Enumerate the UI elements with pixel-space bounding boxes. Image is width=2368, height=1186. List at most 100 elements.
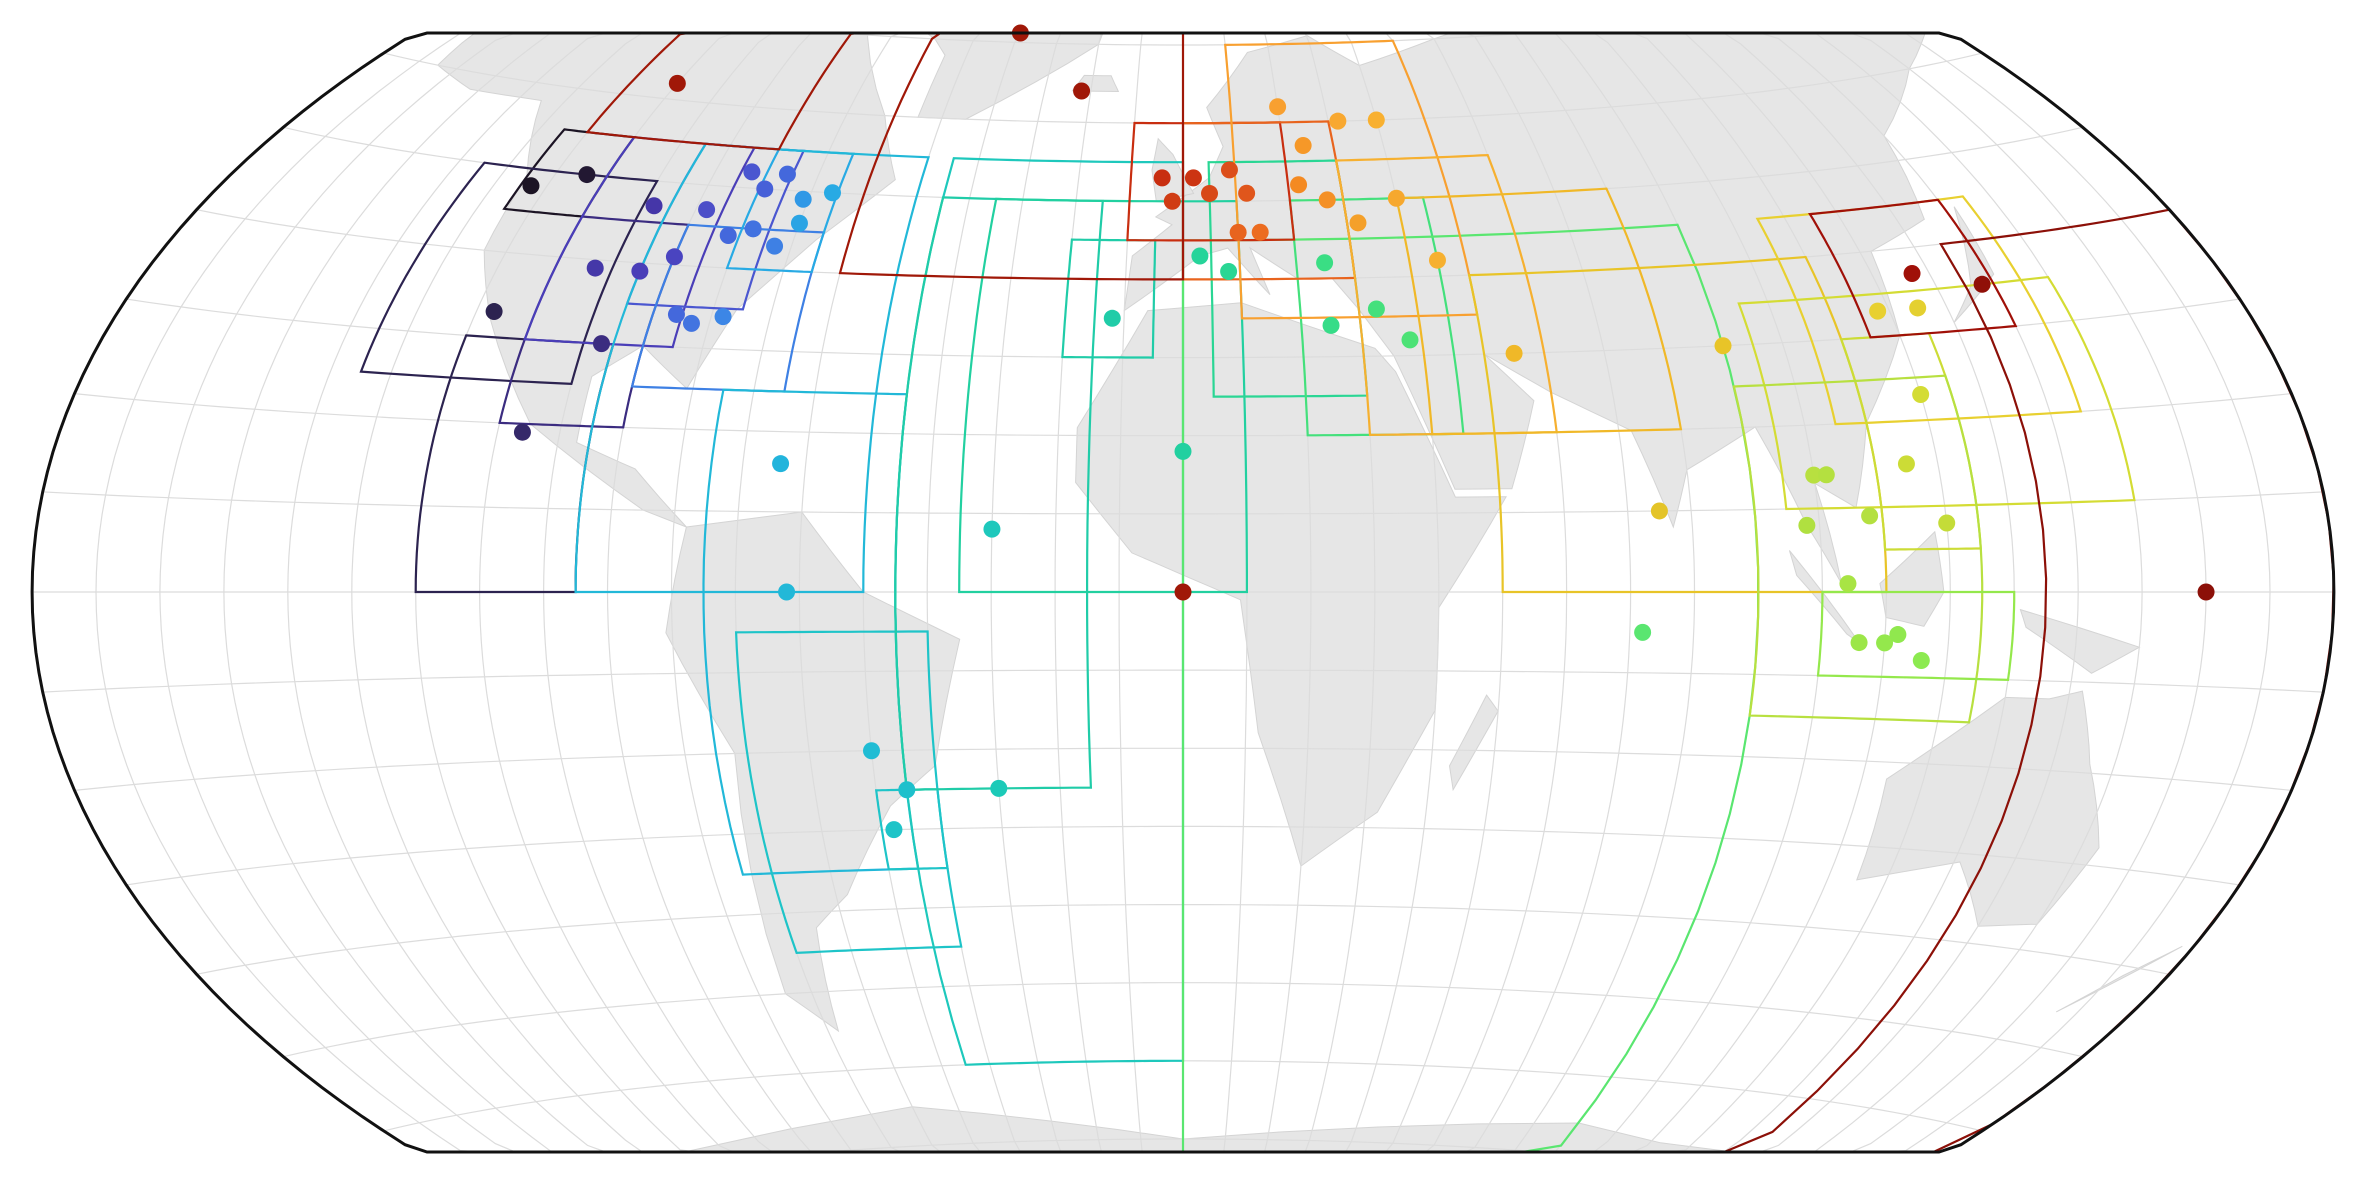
point <box>778 583 796 601</box>
land-shape <box>2019 608 2141 674</box>
point <box>1349 214 1367 232</box>
point <box>485 303 503 321</box>
point <box>631 262 649 280</box>
point <box>682 314 700 332</box>
point <box>756 180 774 198</box>
point <box>1428 251 1446 269</box>
point <box>2197 583 2215 601</box>
point <box>885 821 903 839</box>
point <box>1869 302 1887 320</box>
point <box>1861 507 1879 525</box>
point <box>983 520 1001 538</box>
point <box>790 214 808 232</box>
point <box>719 227 737 245</box>
land-shape <box>1448 694 1499 792</box>
point <box>1229 223 1247 241</box>
point <box>1798 516 1816 534</box>
point <box>1714 337 1732 355</box>
land-shape <box>914 33 1118 120</box>
point <box>592 335 610 353</box>
point <box>744 220 762 238</box>
region-box <box>838 33 1185 281</box>
point <box>1903 264 1921 282</box>
region-box <box>1732 374 1984 724</box>
point <box>823 184 841 202</box>
point <box>1174 583 1192 601</box>
point <box>586 259 604 277</box>
point <box>1329 112 1347 130</box>
land-shape <box>437 33 896 528</box>
point <box>665 248 683 266</box>
point <box>1912 386 1930 404</box>
point <box>1201 184 1219 202</box>
region-box <box>1737 275 2136 511</box>
region-box <box>1816 590 2016 682</box>
point <box>1876 634 1894 652</box>
region-box <box>1395 187 1683 436</box>
point <box>1367 111 1385 129</box>
point <box>1650 502 1668 520</box>
point <box>1318 191 1336 209</box>
point <box>513 423 531 441</box>
point <box>990 779 1008 797</box>
point <box>1316 254 1334 272</box>
point <box>1912 652 1930 670</box>
region-box <box>498 215 691 429</box>
point <box>1938 514 1956 532</box>
point <box>1174 442 1192 460</box>
region-box <box>958 197 1248 594</box>
land-shape <box>1856 690 2100 927</box>
point <box>1817 466 1835 484</box>
point <box>1269 98 1287 116</box>
point <box>1897 455 1915 473</box>
point <box>1850 634 1868 652</box>
point <box>698 201 716 219</box>
point <box>645 197 663 215</box>
point <box>1805 466 1823 484</box>
point <box>1073 82 1091 100</box>
land-shape <box>2055 945 2183 1013</box>
point <box>1220 263 1238 281</box>
point <box>794 190 812 208</box>
point <box>1367 300 1385 318</box>
point <box>1909 299 1927 317</box>
point <box>1103 309 1121 327</box>
point <box>714 308 732 326</box>
point <box>862 742 880 760</box>
point <box>772 455 790 473</box>
point <box>1322 316 1340 334</box>
point <box>578 166 596 184</box>
map-border <box>30 31 2336 1154</box>
point <box>1153 169 1171 187</box>
point <box>1238 184 1256 202</box>
land-shape <box>1151 137 1195 202</box>
point <box>1191 247 1209 265</box>
region-box <box>734 630 963 955</box>
region-box <box>359 161 659 386</box>
point <box>1220 161 1238 179</box>
point <box>898 781 916 799</box>
region-box <box>574 142 930 594</box>
point <box>778 165 796 183</box>
point <box>668 74 686 92</box>
point <box>1251 223 1269 241</box>
point <box>1839 575 1857 593</box>
point <box>1387 189 1405 207</box>
point <box>1401 331 1419 349</box>
point <box>766 237 784 255</box>
point <box>667 305 685 323</box>
point <box>1889 626 1907 644</box>
point <box>1505 344 1523 362</box>
point <box>1294 136 1312 154</box>
point <box>743 163 761 181</box>
point <box>1973 275 1991 293</box>
region-box <box>585 33 880 151</box>
point <box>522 177 540 195</box>
point <box>1634 623 1652 641</box>
land-shape <box>1788 550 1860 644</box>
region-box <box>1808 198 2018 339</box>
points <box>485 24 2215 839</box>
point <box>1184 169 1202 187</box>
